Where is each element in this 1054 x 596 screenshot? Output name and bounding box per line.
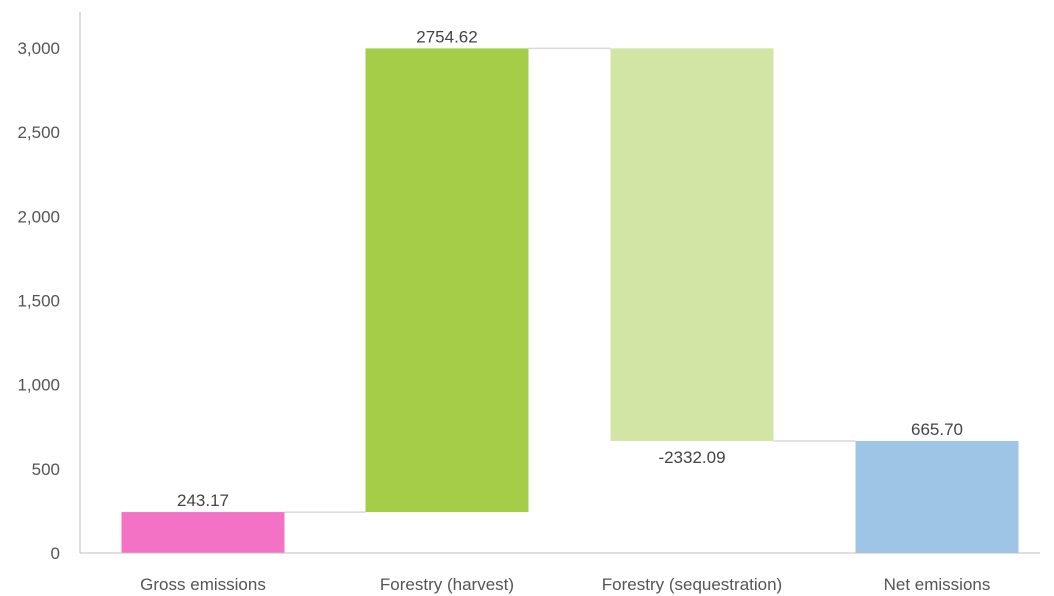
data-label: 665.70	[911, 420, 963, 439]
x-category-label: Gross emissions	[140, 575, 266, 594]
x-category-label: Forestry (sequestration)	[602, 575, 782, 594]
y-tick-label: 2,000	[17, 207, 60, 226]
bar-forestry-harvest	[365, 48, 529, 513]
y-tick-label: 1,500	[17, 292, 60, 311]
y-tick-label: 1,000	[17, 376, 60, 395]
bar-gross-emissions	[121, 512, 285, 553]
connector-lines	[284, 47, 856, 513]
y-tick-label: 2,500	[17, 123, 60, 142]
y-axis: 0 500 1,000 1,500 2,000 2,500 3,000	[17, 12, 81, 563]
data-label: 2754.62	[416, 27, 477, 46]
x-axis: Gross emissions Forestry (harvest) Forestr…	[80, 552, 1040, 594]
y-tick-label: 3,000	[17, 39, 60, 58]
y-tick-label: 0	[51, 544, 60, 563]
data-label: -2332.09	[658, 448, 725, 467]
bar-forestry-sequestration	[610, 48, 774, 441]
bar-net-emissions	[855, 440, 1019, 553]
bars	[121, 48, 1019, 553]
data-labels: 243.17 2754.62 -2332.09 665.70	[177, 27, 963, 510]
x-category-label: Net emissions	[884, 575, 991, 594]
data-label: 243.17	[177, 491, 229, 510]
x-category-label: Forestry (harvest)	[380, 575, 514, 594]
y-tick-label: 500	[32, 460, 60, 479]
